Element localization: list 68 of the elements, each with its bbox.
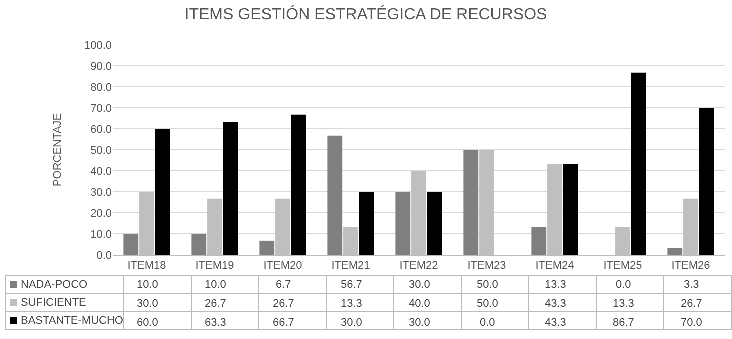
y-tick-label: 100.0 bbox=[84, 40, 112, 52]
data-label: 50.0 bbox=[477, 279, 498, 291]
data-label: 30.0 bbox=[409, 279, 430, 291]
y-tick-label: 50.0 bbox=[90, 144, 112, 157]
data-label: 26.7 bbox=[273, 298, 294, 310]
chart-title: ITEMS GESTIÓN ESTRATÉGICA DE RECURSOS bbox=[184, 6, 548, 24]
bar bbox=[223, 122, 238, 255]
data-label: 0.0 bbox=[480, 317, 496, 329]
y-tick-label: 20.0 bbox=[90, 208, 112, 220]
data-label: 6.7 bbox=[276, 279, 292, 291]
x-tick-label: ITEM18 bbox=[128, 260, 166, 272]
y-tick-label: 0.0 bbox=[96, 250, 112, 262]
data-label: 56.7 bbox=[341, 279, 362, 291]
data-label: 26.7 bbox=[205, 298, 226, 310]
bar bbox=[563, 164, 578, 255]
y-tick-label: 10.0 bbox=[90, 228, 112, 241]
bar bbox=[291, 114, 306, 255]
y-tick-label: 90.0 bbox=[90, 60, 112, 73]
data-label: 26.7 bbox=[681, 298, 702, 310]
y-axis-title: PORCENTAJE bbox=[52, 113, 64, 187]
bar bbox=[464, 150, 479, 255]
bar bbox=[359, 192, 374, 255]
bar bbox=[699, 108, 714, 255]
legend-label: BASTANTE-MUCHO bbox=[6, 312, 124, 330]
x-tick-label: ITEM24 bbox=[536, 260, 574, 272]
bar bbox=[192, 234, 207, 255]
data-label: 30.0 bbox=[137, 298, 158, 310]
bar bbox=[631, 72, 646, 255]
data-label: 43.3 bbox=[545, 298, 566, 310]
bar bbox=[668, 248, 683, 255]
data-label: 50.0 bbox=[477, 298, 498, 310]
data-label: 13.3 bbox=[545, 279, 566, 291]
data-label: 66.7 bbox=[273, 317, 294, 329]
data-label: 63.3 bbox=[205, 317, 226, 329]
data-label: 30.0 bbox=[409, 317, 430, 329]
x-tick-label: ITEM25 bbox=[604, 260, 642, 272]
data-label: 3.3 bbox=[684, 279, 700, 291]
bar bbox=[124, 234, 139, 255]
y-tick-label: 30.0 bbox=[90, 186, 112, 199]
x-tick-label: ITEM20 bbox=[264, 260, 302, 272]
bar bbox=[328, 136, 343, 255]
x-tick-label: ITEM26 bbox=[672, 260, 710, 272]
data-label: 13.3 bbox=[613, 298, 634, 310]
y-tick-label: 80.0 bbox=[90, 82, 112, 94]
y-tick-label: 60.0 bbox=[90, 124, 112, 136]
data-label: 86.7 bbox=[613, 317, 634, 329]
data-label: 43.3 bbox=[545, 317, 566, 329]
data-label: 30.0 bbox=[341, 317, 362, 329]
data-label: 10.0 bbox=[205, 279, 226, 291]
x-tick-label: ITEM19 bbox=[196, 260, 234, 272]
y-tick-label: 70.0 bbox=[90, 102, 112, 115]
data-label: 10.0 bbox=[137, 279, 158, 291]
y-tick-label: 40.0 bbox=[90, 166, 112, 178]
bar bbox=[155, 129, 170, 255]
bar bbox=[427, 192, 442, 255]
bar bbox=[396, 192, 411, 255]
x-tick-label: ITEM21 bbox=[332, 260, 370, 272]
data-label: 60.0 bbox=[137, 317, 158, 329]
bar bbox=[260, 240, 275, 255]
x-tick-label: ITEM23 bbox=[468, 260, 506, 272]
x-tick-label: ITEM22 bbox=[400, 260, 438, 272]
bar bbox=[532, 227, 547, 255]
data-label: 0.0 bbox=[616, 279, 632, 291]
legend-label: NADA-POCO bbox=[6, 276, 124, 294]
data-label: 13.3 bbox=[341, 298, 362, 310]
legend-label: SUFICIENTE bbox=[6, 294, 124, 312]
data-label: 40.0 bbox=[409, 298, 430, 310]
data-label: 70.0 bbox=[681, 317, 702, 329]
